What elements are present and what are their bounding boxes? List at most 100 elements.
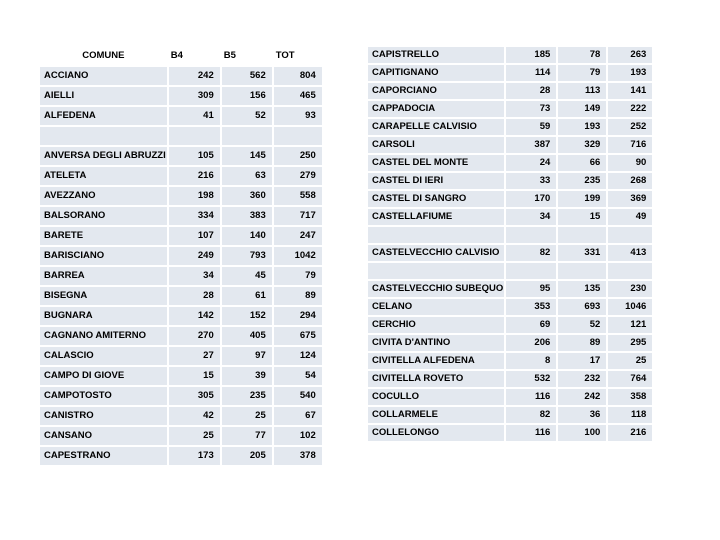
comune-cell: CARSOLI <box>368 137 505 153</box>
table-row: CASTELVECCHIO CALVISIO 82 331 413 <box>368 245 653 261</box>
comune-cell: CAPPADOCIA <box>368 101 505 117</box>
value-cell: 8 <box>506 353 557 369</box>
value-cell: 149 <box>558 101 607 117</box>
value-cell: 250 <box>273 147 322 165</box>
comune-cell: CASTELLAFIUME <box>368 209 505 225</box>
comune-cell: COLLELONGO <box>368 425 505 441</box>
table-row: BISEGNA 28 61 89 <box>40 287 322 305</box>
comune-cell: BUGNARA <box>40 307 167 325</box>
value-cell: 63 <box>221 167 272 185</box>
value-cell <box>506 227 557 243</box>
value-cell: 89 <box>558 335 607 351</box>
value-cell: 121 <box>608 317 653 333</box>
value-cell: 78 <box>558 47 607 63</box>
value-cell: 235 <box>221 387 272 405</box>
value-cell: 222 <box>608 101 653 117</box>
value-cell: 242 <box>168 67 220 85</box>
comune-cell: CIVITA D'ANTINO <box>368 335 505 351</box>
value-cell: 145 <box>221 147 272 165</box>
comune-cell: CAGNANO AMITERNO <box>40 327 167 345</box>
value-cell: 152 <box>221 307 272 325</box>
column-header-b5: B5 <box>223 50 236 62</box>
empty-row <box>368 227 653 243</box>
value-cell: 279 <box>273 167 322 185</box>
value-cell: 69 <box>506 317 557 333</box>
value-cell: 353 <box>506 299 557 315</box>
value-cell: 804 <box>273 67 322 85</box>
comune-cell: ALFEDENA <box>40 107 167 125</box>
table-row: CIVITA D'ANTINO 206 89 295 <box>368 335 653 351</box>
column-header-tot: TOT <box>275 50 295 62</box>
value-cell: 1042 <box>273 247 322 265</box>
value-cell: 15 <box>168 367 220 385</box>
comune-cell: CERCHIO <box>368 317 505 333</box>
value-cell: 156 <box>221 87 272 105</box>
value-cell: 329 <box>558 137 607 153</box>
table-row: CIVITELLA ALFEDENA 8 17 25 <box>368 353 653 369</box>
value-cell: 675 <box>273 327 322 345</box>
table-row: BARREA 34 45 79 <box>40 267 322 285</box>
comune-cell: CANISTRO <box>40 407 167 425</box>
value-cell: 334 <box>168 207 220 225</box>
table-row: CASTELLAFIUME 34 15 49 <box>368 209 653 225</box>
table-row: CASTEL DEL MONTE 24 66 90 <box>368 155 653 171</box>
value-cell <box>608 227 653 243</box>
value-cell: 15 <box>558 209 607 225</box>
value-cell: 36 <box>558 407 607 423</box>
value-cell: 142 <box>168 307 220 325</box>
value-cell: 270 <box>168 327 220 345</box>
value-cell <box>221 127 272 145</box>
value-cell: 25 <box>608 353 653 369</box>
value-cell: 232 <box>558 371 607 387</box>
value-cell: 193 <box>608 65 653 81</box>
comune-cell: BISEGNA <box>40 287 167 305</box>
comune-cell: COLLARMELE <box>368 407 505 423</box>
table-row: CAPISTRELLO 185 78 263 <box>368 47 653 63</box>
comune-cell <box>40 127 167 145</box>
table-row: CIVITELLA ROVETO 532 232 764 <box>368 371 653 387</box>
value-cell: 230 <box>608 281 653 297</box>
value-cell: 77 <box>221 427 272 445</box>
value-cell <box>168 127 220 145</box>
value-cell: 118 <box>608 407 653 423</box>
value-cell: 114 <box>506 65 557 81</box>
value-cell: 532 <box>506 371 557 387</box>
table-row: BUGNARA 142 152 294 <box>40 307 322 325</box>
value-cell: 173 <box>168 447 220 465</box>
comune-cell <box>368 263 505 279</box>
value-cell: 170 <box>506 191 557 207</box>
comune-cell: ATELETA <box>40 167 167 185</box>
value-cell: 295 <box>608 335 653 351</box>
value-cell: 24 <box>506 155 557 171</box>
comune-cell: CAMPO DI GIOVE <box>40 367 167 385</box>
value-cell: 97 <box>221 347 272 365</box>
value-cell: 82 <box>506 407 557 423</box>
value-cell: 216 <box>608 425 653 441</box>
value-cell <box>558 227 607 243</box>
comune-cell: BARETE <box>40 227 167 245</box>
value-cell: 79 <box>558 65 607 81</box>
value-cell: 206 <box>506 335 557 351</box>
table-row: ACCIANO 242 562 804 <box>40 67 322 85</box>
value-cell: 17 <box>558 353 607 369</box>
comune-cell: COCULLO <box>368 389 505 405</box>
value-cell: 102 <box>273 427 322 445</box>
table-row: CAMPO DI GIOVE 15 39 54 <box>40 367 322 385</box>
header-row: COMUNE B4 B5 TOT <box>40 47 322 65</box>
comune-cell: AIELLI <box>40 87 167 105</box>
value-cell: 242 <box>558 389 607 405</box>
value-cell: 360 <box>221 187 272 205</box>
empty-row <box>368 263 653 279</box>
value-cell: 49 <box>608 209 653 225</box>
table-row: CELANO 353 693 1046 <box>368 299 653 315</box>
table-row: BARISCIANO 249 793 1042 <box>40 247 322 265</box>
value-cell: 331 <box>558 245 607 261</box>
value-cell: 25 <box>221 407 272 425</box>
value-cell <box>608 263 653 279</box>
comune-cell <box>368 227 505 243</box>
value-cell: 378 <box>273 447 322 465</box>
comune-cell: CANSANO <box>40 427 167 445</box>
value-cell: 73 <box>506 101 557 117</box>
value-cell: 61 <box>221 287 272 305</box>
